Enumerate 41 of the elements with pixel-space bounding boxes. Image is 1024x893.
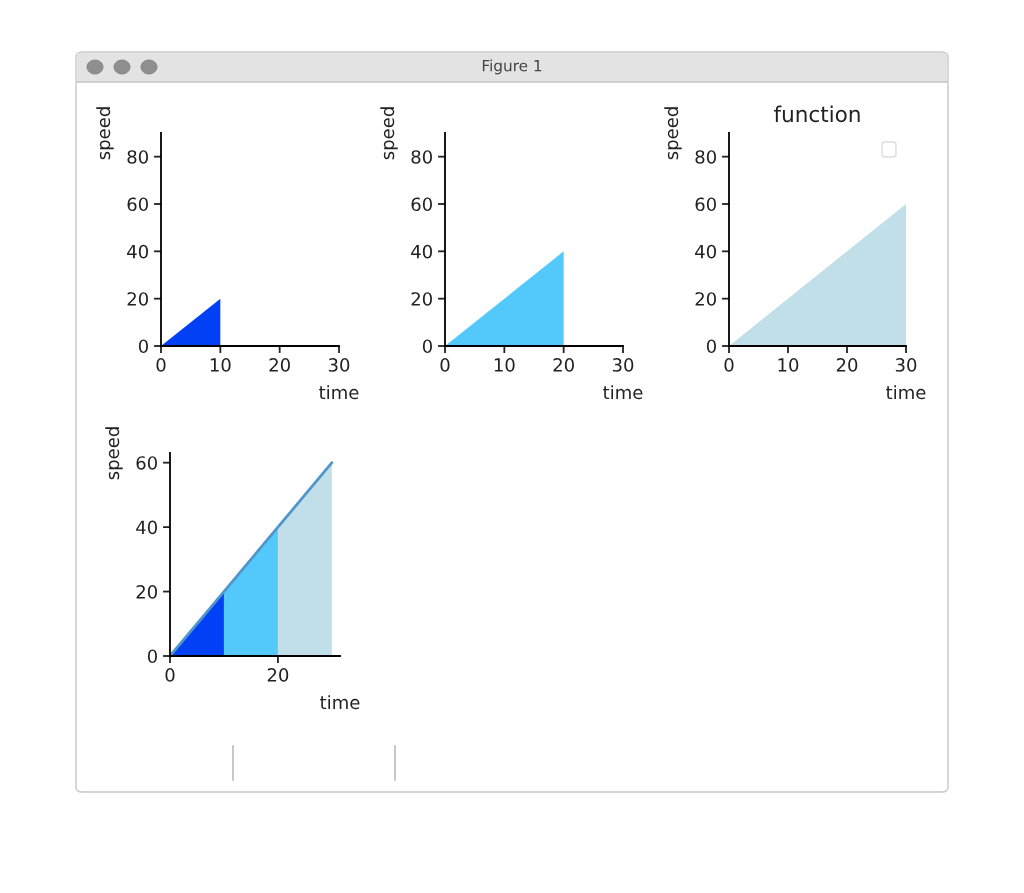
y-tick-label: 40 xyxy=(136,520,157,535)
x-axis-title: time xyxy=(320,695,360,710)
y-tick-label: 0 xyxy=(706,339,716,354)
y-tick-label: 20 xyxy=(695,292,716,306)
x-tick-label: 30 xyxy=(328,358,350,372)
x-tick-label: 20 xyxy=(269,358,290,372)
y-axis-title: speed xyxy=(380,107,398,160)
y-axis-title: speed xyxy=(96,107,114,160)
y-tick-label: 0 xyxy=(138,339,148,354)
y-tick-label: 60 xyxy=(411,197,432,212)
x-tick-label: 10 xyxy=(778,358,799,372)
y-tick-label: 20 xyxy=(411,292,432,306)
x-tick-label: 20 xyxy=(836,358,858,372)
y-tick-label: 60 xyxy=(136,456,157,470)
y-tick-label: 20 xyxy=(136,585,157,599)
x-tick-label: 30 xyxy=(612,358,634,372)
caption: Figure 1 xyxy=(482,59,542,75)
y-tick-label: 60 xyxy=(695,197,716,212)
y-tick-label: 20 xyxy=(127,292,148,306)
y-tick-label: 60 xyxy=(127,197,148,212)
x-tick-label: 0 xyxy=(724,358,734,372)
x-tick-label: 0 xyxy=(440,358,450,372)
y-tick-label: 80 xyxy=(695,150,716,164)
x-tick-label: 10 xyxy=(494,358,515,372)
x-tick-label: 0 xyxy=(156,358,166,372)
x-axis-title: time xyxy=(886,385,926,400)
x-tick-label: 10 xyxy=(210,358,231,372)
x-tick-label: 30 xyxy=(895,358,917,372)
y-tick-label: 80 xyxy=(411,150,432,164)
y-tick-label: 40 xyxy=(411,244,432,259)
y-axis-title: speed xyxy=(664,107,682,160)
y-tick-label: 0 xyxy=(147,649,157,664)
x-axis-title: time xyxy=(319,385,359,400)
x-axis-title: time xyxy=(603,385,643,400)
y-tick-label: 80 xyxy=(127,150,148,164)
x-tick-label: 20 xyxy=(553,358,574,372)
chart-title: function xyxy=(774,105,860,123)
y-tick-label: 40 xyxy=(127,244,148,259)
y-tick-label: 40 xyxy=(695,244,716,259)
y-tick-label: 0 xyxy=(422,339,432,354)
y-axis-title: speed xyxy=(105,427,123,480)
